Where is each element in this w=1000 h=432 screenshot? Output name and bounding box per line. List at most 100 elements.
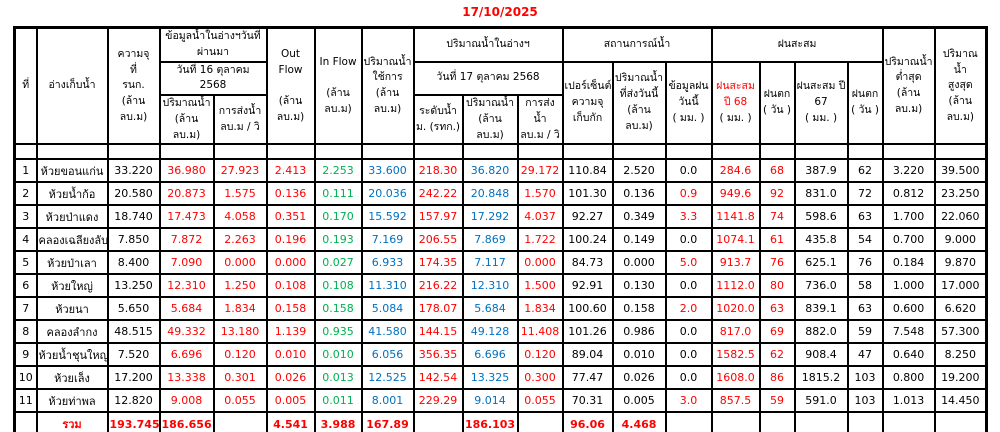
cell-rain-accum-67: 1815.2 xyxy=(793,365,849,391)
cell-rainy-days-68: 92 xyxy=(758,181,796,207)
cell-percent-capacity: 77.47 xyxy=(561,365,614,391)
col-header-in-flow: In Flow (ล้าน ลบ.ม) xyxy=(313,26,363,146)
rain-accum-68-label: ฝนสะสม ปี 68 xyxy=(716,80,755,108)
cell-reservoir: รวม xyxy=(35,411,109,432)
cell-discharge-17: 0.055 xyxy=(516,388,564,414)
cell-in-flow: 0.108 xyxy=(313,273,363,299)
cell-max-vol: 22.060 xyxy=(933,204,988,230)
col-header-level-17: ระดับน้ำ ม. (รทก.) xyxy=(412,93,464,146)
cell-vol-17: 13.325 xyxy=(461,365,519,391)
col-header-reservoir: อ่างเก็บน้ำ xyxy=(35,26,109,146)
cell-out-flow: 0.005 xyxy=(265,388,316,414)
cell-sent-today: 4.468 xyxy=(611,411,667,432)
cell-min-vol: 0.812 xyxy=(881,181,936,207)
cell-capacity: 48.515 xyxy=(106,319,161,345)
cell-min-vol: 0.600 xyxy=(881,296,936,322)
cell-percent-capacity: 101.30 xyxy=(561,181,614,207)
cell-max-vol: 57.300 xyxy=(933,319,988,345)
cell-vol-16: 12.310 xyxy=(158,273,215,299)
col-header-out-flow: Out Flow (ล้าน ลบ.ม) xyxy=(265,26,316,146)
cell-usable-vol: 6.933 xyxy=(360,250,415,276)
cell-rain-accum-67: 625.1 xyxy=(793,250,849,276)
cell-capacity: 17.200 xyxy=(106,365,161,391)
cell-min-vol: 3.220 xyxy=(881,158,936,184)
cell-no: 9 xyxy=(13,342,38,368)
table-row: 4 คลองเฉลียงลับ 7.850 7.872 2.263 0.196 0.193 7… xyxy=(13,227,988,253)
cell-max-vol: 9.000 xyxy=(933,227,988,253)
cell-no: 7 xyxy=(13,296,38,322)
table-row: 2 ห้วยน้ำก้อ 20.580 20.873 1.575 0.136 0.111 20… xyxy=(13,181,988,207)
cell-vol-16: 7.090 xyxy=(158,250,215,276)
col-header-usable-vol: ปริมาณน้ำ ใช้การ (ล้าน ลบ.ม) xyxy=(360,26,415,146)
cell-rain-accum-68 xyxy=(710,411,761,432)
col-group-water-situation: สถานการณ์น้ำ xyxy=(561,26,713,63)
cell-rainy-days-67: 63 xyxy=(846,204,884,230)
cell-rain-accum-68: 284.6 xyxy=(710,158,761,184)
cell-max-vol: 19.200 xyxy=(933,365,988,391)
cell-sent-today: 0.010 xyxy=(611,342,667,368)
cell-rain-accum-67: 831.0 xyxy=(793,181,849,207)
cell-rain-accum-68: 1112.0 xyxy=(710,273,761,299)
cell-vol-17: 12.310 xyxy=(461,273,519,299)
cell-capacity: 13.250 xyxy=(106,273,161,299)
cell-rain-accum-67 xyxy=(793,411,849,432)
cell-out-flow: 1.139 xyxy=(265,319,316,345)
col-header-date-17: วันที่ 17 ตุลาคม 2568 xyxy=(412,60,564,96)
cell-reservoir: คลองลำกง xyxy=(35,319,109,345)
cell-rain-accum-68 xyxy=(710,143,761,161)
table-row: 3 ห้วยป่าแดง 18.740 17.473 4.058 0.351 0.170 15… xyxy=(13,204,988,230)
cell-in-flow: 0.027 xyxy=(313,250,363,276)
cell-rain-accum-68: 1141.8 xyxy=(710,204,761,230)
cell-level-17: 144.15 xyxy=(412,319,464,345)
cell-reservoir xyxy=(35,143,109,161)
cell-reservoir: ห้วยเล็ง xyxy=(35,365,109,391)
cell-discharge-16: 0.301 xyxy=(212,365,268,391)
table-row: 8 คลองลำกง 48.515 49.332 13.180 1.139 0.935 41.… xyxy=(13,319,988,345)
cell-out-flow: 0.196 xyxy=(265,227,316,253)
cell-sent-today: 0.349 xyxy=(611,204,667,230)
cell-sent-today: 0.136 xyxy=(611,181,667,207)
col-header-max-vol: ปริมาณน้ำ สูงสุด (ล้าน ลบ.ม) xyxy=(933,26,988,146)
cell-sent-today: 0.026 xyxy=(611,365,667,391)
cell-no: 5 xyxy=(13,250,38,276)
cell-rain-accum-68: 817.0 xyxy=(710,319,761,345)
cell-capacity: 7.850 xyxy=(106,227,161,253)
cell-discharge-16: 1.575 xyxy=(212,181,268,207)
cell-no xyxy=(13,411,38,432)
table-row: 6 ห้วยใหญ่ 13.250 12.310 1.250 0.108 0.108 11.3… xyxy=(13,273,988,299)
cell-discharge-17: 0.120 xyxy=(516,342,564,368)
cell-discharge-16: 0.000 xyxy=(212,250,268,276)
cell-min-vol: 1.000 xyxy=(881,273,936,299)
cell-no: 1 xyxy=(13,158,38,184)
cell-percent-capacity: 70.31 xyxy=(561,388,614,414)
cell-discharge-17: 1.834 xyxy=(516,296,564,322)
cell-no: 8 xyxy=(13,319,38,345)
cell-no xyxy=(13,143,38,161)
cell-rain-today: 3.3 xyxy=(664,204,713,230)
cell-max-vol: 17.000 xyxy=(933,273,988,299)
cell-rain-accum-67: 882.0 xyxy=(793,319,849,345)
col-header-rain-accum-67: ฝนสะสม ปี 67 ( มม. ) xyxy=(793,60,849,146)
cell-out-flow: 0.158 xyxy=(265,296,316,322)
table-row: 10 ห้วยเล็ง 17.200 13.338 0.301 0.026 0.013 12.… xyxy=(13,365,988,391)
table-row: 5 ห้วยป่าเลา 8.400 7.090 0.000 0.000 0.027 6.93… xyxy=(13,250,988,276)
cell-level-17: 229.29 xyxy=(412,388,464,414)
cell-vol-17: 7.117 xyxy=(461,250,519,276)
cell-rainy-days-68: 61 xyxy=(758,227,796,253)
cell-rainy-days-68: 59 xyxy=(758,388,796,414)
cell-min-vol: 1.700 xyxy=(881,204,936,230)
cell-discharge-17: 1.570 xyxy=(516,181,564,207)
cell-rainy-days-67: 62 xyxy=(846,158,884,184)
cell-rain-today: 0.9 xyxy=(664,181,713,207)
cell-level-17: 206.55 xyxy=(412,227,464,253)
cell-rainy-days-67: 72 xyxy=(846,181,884,207)
cell-rainy-days-68: 86 xyxy=(758,365,796,391)
cell-vol-16 xyxy=(158,143,215,161)
cell-rain-accum-67: 908.4 xyxy=(793,342,849,368)
cell-out-flow: 0.000 xyxy=(265,250,316,276)
cell-min-vol: 7.548 xyxy=(881,319,936,345)
cell-max-vol xyxy=(933,143,988,161)
cell-sent-today: 0.000 xyxy=(611,250,667,276)
cell-out-flow: 0.026 xyxy=(265,365,316,391)
cell-in-flow: 0.011 xyxy=(313,388,363,414)
